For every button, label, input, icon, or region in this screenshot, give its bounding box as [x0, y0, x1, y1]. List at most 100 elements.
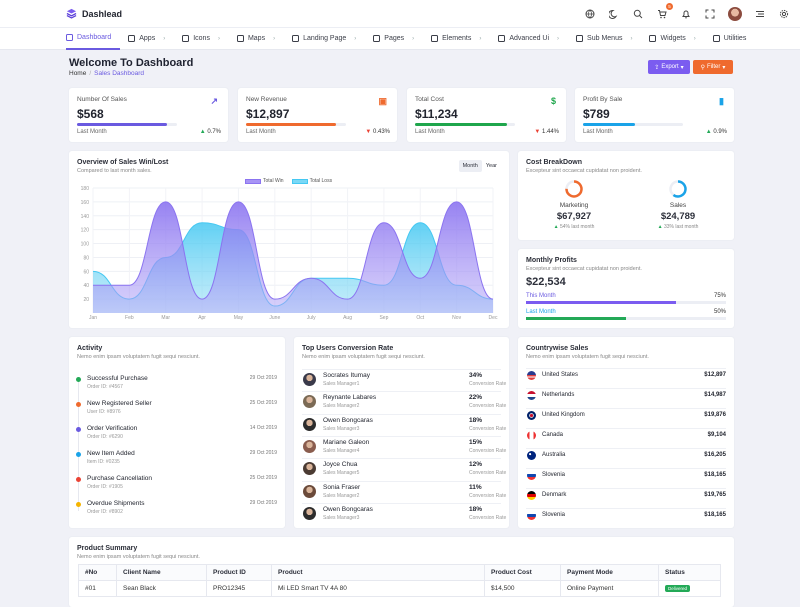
nav-label: Sub Menus [587, 35, 623, 42]
this-month-bar [526, 301, 726, 304]
activity-name[interactable]: Order Verification [87, 425, 138, 432]
x-tick-label: Dec [489, 315, 498, 321]
bell-icon[interactable] [680, 8, 692, 20]
nav-item-landing-page[interactable]: Landing Page › [292, 28, 365, 50]
cost-value: $24,789 [660, 211, 696, 222]
cost-donuts [565, 180, 687, 198]
x-tick-label: Nov [452, 315, 461, 321]
arrow-up-icon: ▲ [199, 129, 206, 135]
activity-name[interactable]: New Registered Seller [87, 400, 152, 407]
country-name[interactable]: Australia [542, 452, 566, 458]
user-name[interactable]: Joyce Chua [323, 461, 358, 469]
last-month-label: Last Month [526, 309, 556, 315]
moon-icon[interactable] [608, 8, 620, 20]
this-month-label: This Month [526, 293, 556, 299]
country-name[interactable]: Slovenia [542, 512, 566, 518]
nav-item-advanced-ui[interactable]: Advanced Ui › [498, 28, 568, 50]
app-logo[interactable]: Dashlead [66, 8, 122, 19]
country-name[interactable]: United Kingdom [542, 412, 585, 418]
nav-item-widgets[interactable]: Widgets › [649, 28, 704, 50]
row-divider [526, 428, 726, 429]
nav-item-pages[interactable]: Pages › [373, 28, 423, 50]
menu-icon[interactable] [754, 8, 766, 20]
stat-label: New Revenue [246, 96, 287, 103]
user-avatar[interactable] [728, 6, 742, 21]
nav-item-utilities[interactable]: Utilities [712, 28, 756, 50]
status-cell: Delivered [658, 580, 721, 597]
breadcrumb-home[interactable]: Home [69, 70, 87, 77]
table-row[interactable]: #01 Sean Black PRO12345 Mi LED Smart TV … [78, 580, 721, 597]
map-pin-icon [236, 35, 244, 42]
activity-sub: Item ID: #0235 [87, 459, 120, 465]
toggle-month[interactable]: Month [458, 160, 482, 172]
profits-title: Monthly Profits [526, 257, 577, 264]
country-name[interactable]: Denmark [542, 492, 567, 498]
toggle-year[interactable]: Year [485, 163, 497, 169]
compass-icon [373, 35, 381, 42]
row-divider [302, 369, 501, 370]
legend-total-loss[interactable]: Total Loss [291, 178, 332, 184]
fullscreen-icon[interactable] [704, 8, 716, 20]
user-avatar [303, 395, 316, 409]
activity-name[interactable]: Overdue Shipments [87, 500, 145, 507]
arrow-down-icon: ▼ [365, 129, 372, 135]
stat-change-value: 0.9% [713, 129, 727, 135]
country-name[interactable]: Canada [542, 432, 564, 438]
y-tick-label: 100 [81, 242, 90, 248]
line-total-win [93, 201, 494, 300]
user-name[interactable]: Socrates Itumay [323, 372, 370, 379]
activity-name[interactable]: Successful Purchase [87, 375, 148, 382]
flag-icon [527, 451, 536, 460]
user-name[interactable]: Sonia Fraser [323, 483, 361, 491]
user-name[interactable]: Reynante Labares [323, 394, 377, 402]
sales-area-chart: 180 160 140 120 100 80 60 40 20 Jan Feb Mar Apr May Ju… [81, 186, 498, 321]
country-name[interactable]: Netherlands [542, 392, 575, 398]
user-conversion-label: Conversion Rate [469, 514, 507, 521]
export-button[interactable]: ⇪ Export ▾ [648, 60, 690, 74]
settings-icon[interactable] [778, 8, 790, 20]
stat-change: ▼ 0.43% [365, 129, 390, 135]
country-name[interactable]: United States [542, 372, 579, 378]
nav-item-maps[interactable]: Maps › [236, 28, 284, 50]
cart-icon[interactable]: 5 [656, 2, 673, 20]
y-tick-label: 160 [81, 200, 90, 206]
sliders-icon [712, 35, 720, 42]
user-name[interactable]: Owen Bongcaras [323, 416, 373, 424]
globe-icon[interactable] [584, 8, 596, 20]
row-divider [526, 368, 726, 369]
chevron-right-icon: › [412, 35, 415, 42]
arrow-up-icon: ▲ [705, 129, 712, 135]
area-total-win [93, 201, 493, 313]
row-divider [302, 458, 501, 460]
monitor-icon [66, 34, 73, 41]
stat-change-value: 1.44% [541, 129, 559, 135]
nav-item-icons[interactable]: Icons › [182, 28, 229, 50]
nav-item-sub-menus[interactable]: Sub Menus › [576, 28, 641, 50]
sales-donut [669, 180, 687, 198]
nav-label: Utilities [723, 35, 747, 42]
chevron-right-icon: › [354, 35, 357, 42]
nav-item-elements[interactable]: Elements › [431, 28, 490, 50]
activity-sub: Order ID: #8902 [87, 509, 123, 515]
legend-total-win[interactable]: Total Win [245, 178, 284, 184]
nav-item-apps[interactable]: Apps › [128, 28, 174, 50]
search-icon[interactable] [632, 8, 644, 20]
country-name[interactable]: Slovenia [542, 472, 566, 478]
cost-subtitle: Excepteur sint occaecat cupidatat non pr… [526, 168, 642, 174]
stat-change-value: 0.43% [372, 129, 390, 135]
overview-card: Overview of Sales Win/Lost Compared to l… [69, 151, 509, 328]
user-name[interactable]: Owen Bongcaras [323, 505, 373, 513]
nav-item-dashboard[interactable]: Dashboard [66, 28, 121, 50]
user-name[interactable]: Mariane Galeon [323, 438, 370, 446]
filter-button[interactable]: ⚲ Filter ▾ [693, 60, 733, 74]
user-conversion-label: Conversion Rate [469, 425, 507, 432]
main-nav: Dashboard Apps › Icons › Maps › Landing Page › Pa… [0, 28, 800, 50]
product-subtitle: Nemo enim ipsam voluptatem fugit sequi n… [77, 554, 200, 560]
y-tick-label: 20 [83, 297, 89, 303]
user-conversion-pct: 18% [469, 505, 483, 513]
activity-name[interactable]: Purchase Cancellation [87, 475, 153, 482]
nav-label: Elements [442, 35, 472, 42]
activity-name[interactable]: New Item Added [87, 450, 135, 457]
cost-label: Sales [669, 202, 687, 209]
stat-change: ▼ 1.44% [534, 129, 559, 135]
